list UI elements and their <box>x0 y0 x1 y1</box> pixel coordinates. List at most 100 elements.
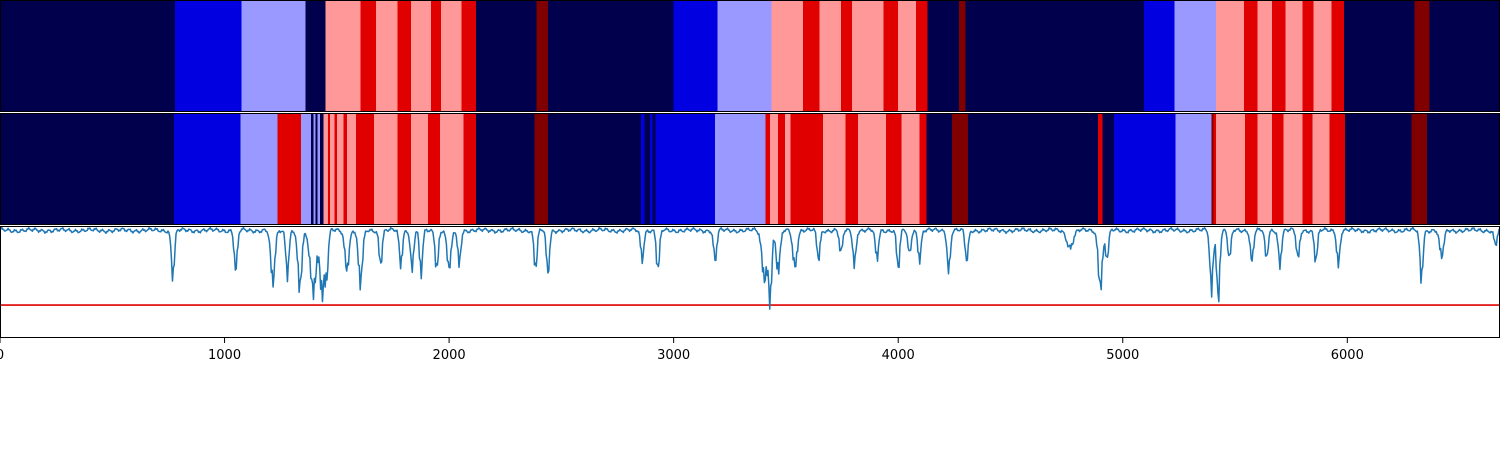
band-1-segment-50 <box>1175 113 1212 225</box>
band-1-segment-40 <box>857 113 886 225</box>
x-tick-label-1000: 1000 <box>208 348 241 363</box>
band-0-segment-13 <box>536 0 548 112</box>
band-1-segment-39 <box>845 113 858 225</box>
x-tick-label-6000: 6000 <box>1331 348 1364 363</box>
band-1-segment-33 <box>765 113 771 225</box>
band-0-segment-23 <box>898 0 917 112</box>
x-tick-label-3000: 3000 <box>657 348 690 363</box>
band-1-segment-8 <box>317 113 320 225</box>
band-1-segment-62 <box>1411 113 1428 225</box>
band-1-segment-34 <box>770 113 779 225</box>
band-1-segment-13 <box>334 113 337 225</box>
band-0-segment-35 <box>1302 0 1314 112</box>
band-1-segment-10 <box>323 113 328 225</box>
band-0-segment-40 <box>1429 0 1500 112</box>
band-1-segment-55 <box>1257 113 1273 225</box>
band-1-segment-57 <box>1283 113 1303 225</box>
band-0-segment-30 <box>1215 0 1245 112</box>
band-0-segment-15 <box>673 0 718 112</box>
band-0-segment-18 <box>802 0 820 112</box>
band-0-segment-7 <box>397 0 411 112</box>
band-1-segment-35 <box>778 113 785 225</box>
band-0-segment-31 <box>1244 0 1258 112</box>
band-0-segment-29 <box>1174 0 1216 112</box>
band-1-segment-1 <box>174 113 241 225</box>
band-0-segment-38 <box>1343 0 1415 112</box>
band-1-segment-37 <box>790 113 823 225</box>
band-1-segment-41 <box>885 113 902 225</box>
band-1-segment-3 <box>277 113 301 225</box>
band-0-segment-36 <box>1313 0 1332 112</box>
band-1-segment-44 <box>926 113 953 225</box>
band-1-segment-36 <box>784 113 791 225</box>
band-1-segment-25 <box>534 113 548 225</box>
band-1-segment-6 <box>313 113 316 225</box>
band-1-segment-30 <box>652 113 656 225</box>
band-1-segment-29 <box>650 113 653 225</box>
band-1-segment-59 <box>1312 113 1330 225</box>
band-1-segment-49 <box>1113 113 1176 225</box>
band-1-segment-17 <box>355 113 374 225</box>
band-0-segment-27 <box>965 0 1145 112</box>
band-0-segment-28 <box>1144 0 1175 112</box>
band-1-segment-11 <box>327 113 331 225</box>
band-0-segment-16 <box>717 0 772 112</box>
band-0-segment-39 <box>1414 0 1430 112</box>
band-0-segment-34 <box>1285 0 1303 112</box>
band-1-segment-53 <box>1215 113 1246 225</box>
band-0-segment-20 <box>840 0 853 112</box>
band-1-segment-19 <box>397 113 411 225</box>
band-1-segment-43 <box>919 113 927 225</box>
band-0-segment-11 <box>461 0 477 112</box>
band-0-segment-22 <box>883 0 899 112</box>
band-1-segment-15 <box>343 113 347 225</box>
band-0-segment-37 <box>1331 0 1344 112</box>
band-0-segment-21 <box>852 0 884 112</box>
x-axis: 0 1000 2000 3000 4000 5000 6000 <box>0 338 1364 363</box>
band-1-segment-56 <box>1272 113 1284 225</box>
x-tick-label-2000: 2000 <box>433 348 466 363</box>
band-1-segment-51 <box>1211 113 1214 225</box>
band-1-segment-54 <box>1245 113 1258 225</box>
signal-line <box>0 226 1500 310</box>
band-1-segment-42 <box>901 113 920 225</box>
band-1-segment-52 <box>1213 113 1216 225</box>
band-1-segment-26 <box>547 113 642 225</box>
band-0-segment-32 <box>1257 0 1273 112</box>
band-0-segment-10 <box>441 0 462 112</box>
band-0-segment-4 <box>325 0 361 112</box>
band-1-segment-27 <box>641 113 645 225</box>
x-tick-label-0: 0 <box>0 348 4 363</box>
band-1-segment-20 <box>410 113 428 225</box>
band-0-segment-8 <box>410 0 432 112</box>
band-1-segment-7 <box>315 113 318 225</box>
state-band-bottom <box>0 113 1500 225</box>
band-1-segment-46 <box>967 113 1099 225</box>
band-0-segment-14 <box>547 0 674 112</box>
band-1-segment-60 <box>1329 113 1346 225</box>
band-1-segment-61 <box>1345 113 1412 225</box>
band-0-segment-12 <box>476 0 537 112</box>
band-1-segment-4 <box>300 113 311 225</box>
band-1-segment-23 <box>463 113 477 225</box>
x-tick-label-4000: 4000 <box>882 348 915 363</box>
band-0-segment-17 <box>771 0 803 112</box>
band-1-segment-14 <box>336 113 344 225</box>
band-1-segment-48 <box>1102 113 1114 225</box>
band-1-segment-47 <box>1098 113 1103 225</box>
band-1-segment-38 <box>822 113 846 225</box>
band-1-segment-24 <box>476 113 535 225</box>
band-1-segment-22 <box>440 113 464 225</box>
band-0-segment-6 <box>376 0 398 112</box>
band-0-segment-19 <box>819 0 841 112</box>
x-tick-label-5000: 5000 <box>1106 348 1139 363</box>
band-0-segment-24 <box>916 0 928 112</box>
band-1-segment-9 <box>319 113 324 225</box>
band-1-segment-5 <box>311 113 314 225</box>
band-1-segment-18 <box>373 113 398 225</box>
band-0-segment-26 <box>958 0 966 112</box>
band-0-segment-25 <box>927 0 959 112</box>
band-1-segment-31 <box>655 113 716 225</box>
band-1-segment-21 <box>427 113 441 225</box>
